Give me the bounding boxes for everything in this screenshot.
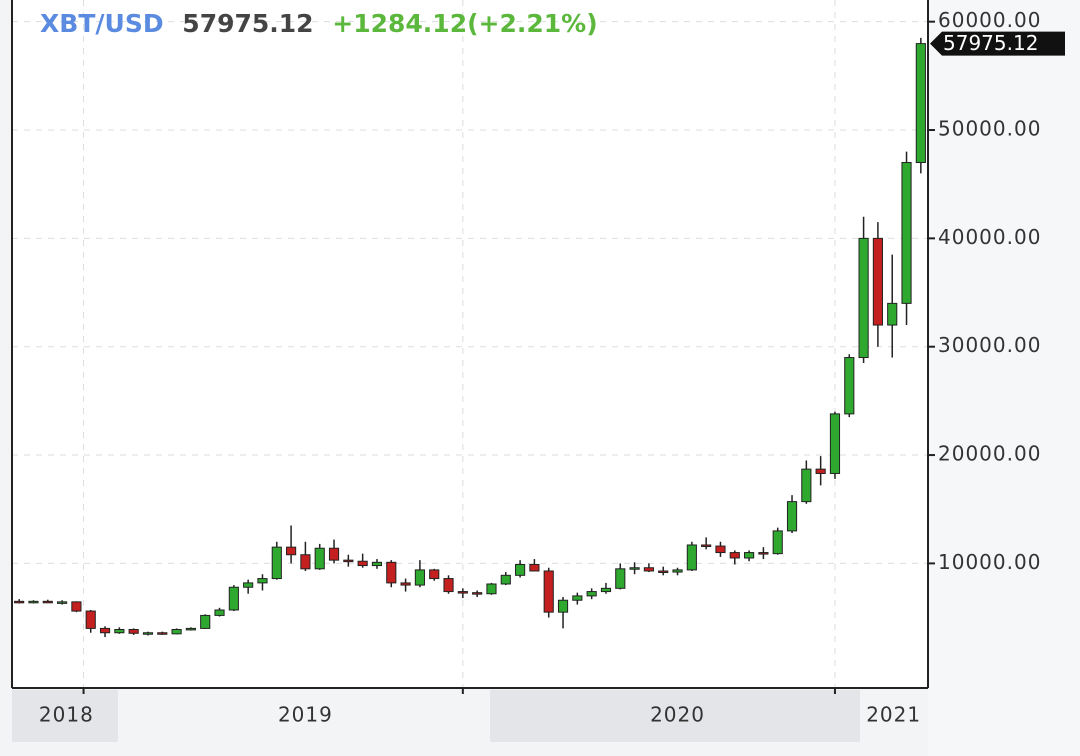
candle-body: [500, 574, 511, 585]
candle-body: [658, 570, 669, 573]
candle-body: [386, 561, 397, 584]
candle-body: [758, 552, 769, 555]
candle-body: [715, 545, 726, 554]
candle-body: [314, 547, 325, 570]
candle-body: [271, 546, 282, 580]
candle-body: [744, 552, 755, 559]
period-band: [490, 690, 860, 742]
y-tick-label: 50000.00: [938, 117, 1041, 141]
y-axis-area: [928, 0, 1080, 756]
candle-body: [572, 595, 583, 601]
y-tick-label: 10000.00: [938, 550, 1041, 574]
candle-body: [457, 591, 468, 594]
candle-body: [42, 600, 53, 604]
x-tick-label: 2018: [39, 703, 94, 727]
candle-body: [443, 578, 454, 593]
period-band: [12, 690, 118, 742]
candle-body: [128, 628, 139, 634]
candle-body: [858, 237, 869, 359]
y-tick-label: 40000.00: [938, 225, 1041, 249]
candle-body: [529, 563, 540, 572]
candle-body: [901, 162, 912, 304]
candle-body: [486, 583, 497, 595]
candle-body: [686, 544, 697, 571]
last-price-tag: [930, 31, 1065, 56]
candle-body: [328, 547, 340, 561]
last-price-label: 57975.12: [943, 31, 1038, 55]
candle-body: [300, 554, 311, 570]
candles: [14, 37, 926, 638]
candle-body: [586, 591, 597, 597]
candle-body: [343, 559, 354, 563]
y-tick-label: 60000.00: [938, 8, 1041, 32]
candle-body: [99, 627, 111, 634]
price-change: +1284.12(+2.21%): [332, 9, 597, 38]
candle-body: [786, 501, 798, 532]
candle-body: [801, 468, 812, 503]
candle-body: [472, 592, 483, 595]
candle-body: [57, 601, 68, 604]
candle-body: [171, 628, 182, 635]
plot-area: [12, 0, 928, 688]
symbol: XBT/USD: [40, 9, 164, 38]
candle-body: [14, 600, 25, 604]
candle-body: [157, 632, 168, 635]
candle-body: [701, 544, 712, 547]
candle-body: [844, 357, 855, 415]
candle-body: [357, 560, 368, 567]
candle-body: [414, 569, 425, 586]
candle-body: [200, 614, 211, 629]
candle-body: [185, 627, 196, 631]
candle-body: [872, 237, 883, 326]
grid: [12, 0, 928, 688]
candle-body: [429, 569, 440, 580]
candle-body: [286, 546, 297, 556]
candle-body: [400, 582, 411, 586]
candle-body: [214, 609, 225, 616]
candle-body: [815, 468, 826, 474]
candle-body: [257, 578, 268, 584]
candle-body: [887, 302, 898, 326]
candle-body: [243, 582, 254, 588]
candle-body: [629, 567, 640, 570]
candle-body: [515, 563, 526, 576]
candle-body: [915, 43, 926, 164]
header: XBT/USD 57975.12 +1284.12(+2.21%): [40, 9, 598, 38]
candle-body: [71, 601, 82, 612]
candle-body: [543, 570, 554, 613]
candle-body: [557, 599, 569, 613]
candle-body: [772, 530, 783, 555]
candle-body: [643, 567, 654, 572]
axis-labels: 10000.00 20000.00 30000.00 40000.00 50000.00…: [39, 8, 1065, 727]
candle-body: [600, 587, 612, 593]
candle-body: [729, 552, 740, 559]
y-tick-label: 20000.00: [938, 442, 1041, 466]
candle-body: [829, 413, 841, 474]
candle-body: [28, 600, 39, 604]
candle-body: [85, 610, 96, 629]
candle-body: [672, 569, 683, 573]
candle-body: [114, 628, 125, 634]
x-tick-label: 2019: [278, 703, 333, 727]
x-tick-label: 2021: [866, 703, 921, 727]
candle-body: [228, 586, 239, 611]
x-tick-label: 2020: [650, 703, 705, 727]
candle-body: [142, 632, 154, 635]
y-tick-label: 30000.00: [938, 333, 1041, 357]
last-price: 57975.12: [182, 9, 313, 38]
candle-body: [615, 568, 626, 589]
candle-body: [371, 561, 383, 567]
